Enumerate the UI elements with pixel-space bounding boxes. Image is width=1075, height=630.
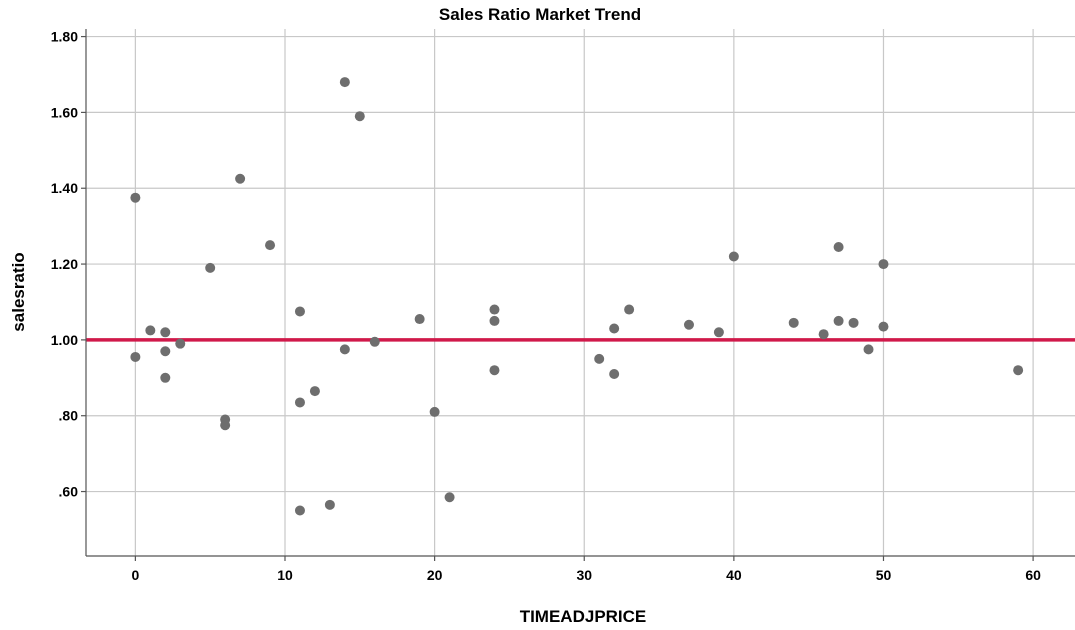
data-point-9 <box>220 420 231 431</box>
y-tick-label-0: .60 <box>59 484 79 500</box>
data-point-35 <box>818 329 829 340</box>
x-tick-label-6: 60 <box>1025 567 1041 583</box>
data-point-11 <box>265 240 276 251</box>
data-point-2 <box>145 325 156 336</box>
data-point-5 <box>160 372 171 383</box>
data-point-39 <box>863 344 874 355</box>
data-point-0 <box>130 192 141 203</box>
data-point-23 <box>444 492 455 503</box>
y-tick-label-2: 1.00 <box>51 332 78 348</box>
y-tick-label-3: 1.20 <box>51 256 78 272</box>
grid-lines <box>86 29 1075 556</box>
data-point-22 <box>429 406 440 417</box>
data-point-27 <box>594 353 605 364</box>
data-point-24 <box>489 304 500 315</box>
data-points <box>130 77 1024 516</box>
x-tick-label-4: 40 <box>726 567 742 583</box>
data-point-38 <box>848 317 859 328</box>
data-point-17 <box>339 77 350 88</box>
data-point-15 <box>309 386 320 397</box>
data-point-13 <box>294 397 305 408</box>
data-point-21 <box>414 314 425 325</box>
data-point-29 <box>609 369 620 380</box>
data-point-19 <box>354 111 365 122</box>
data-point-3 <box>160 327 171 338</box>
data-point-6 <box>175 338 186 349</box>
data-point-12 <box>294 306 305 317</box>
data-point-40 <box>878 259 889 270</box>
x-axis-ticks: 0 10 20 30 40 50 60 <box>131 556 1041 583</box>
y-tick-label-1: .80 <box>59 408 79 424</box>
y-tick-label-4: 1.40 <box>51 180 78 196</box>
data-point-33 <box>728 251 739 262</box>
y-tick-label-6: 1.80 <box>51 29 78 45</box>
data-point-30 <box>624 304 635 315</box>
data-point-16 <box>324 499 335 510</box>
data-point-18 <box>339 344 350 355</box>
data-point-32 <box>713 327 724 338</box>
data-point-34 <box>788 317 799 328</box>
data-point-25 <box>489 315 500 326</box>
data-point-20 <box>369 336 380 347</box>
x-tick-label-5: 50 <box>876 567 892 583</box>
x-tick-label-1: 10 <box>277 567 293 583</box>
data-point-36 <box>833 242 844 253</box>
data-point-14 <box>294 505 305 516</box>
chart-title: Sales Ratio Market Trend <box>439 5 641 24</box>
data-point-28 <box>609 323 620 334</box>
x-axis-title: TIMEADJPRICE <box>520 607 647 626</box>
x-tick-label-0: 0 <box>131 567 139 583</box>
data-point-42 <box>1013 365 1024 376</box>
data-point-31 <box>683 319 694 330</box>
y-axis-title: salesratio <box>9 252 28 331</box>
x-tick-label-3: 30 <box>576 567 592 583</box>
data-point-26 <box>489 365 500 376</box>
data-point-1 <box>130 351 141 362</box>
axes <box>85 29 1075 557</box>
data-point-4 <box>160 346 171 357</box>
data-point-7 <box>205 262 216 273</box>
data-point-37 <box>833 315 844 326</box>
y-axis-ticks: .60 .80 1.00 1.20 1.40 1.60 1.80 <box>51 29 86 500</box>
data-point-10 <box>235 173 246 184</box>
data-point-41 <box>878 321 889 332</box>
y-tick-label-5: 1.60 <box>51 104 78 120</box>
x-tick-label-2: 20 <box>427 567 443 583</box>
